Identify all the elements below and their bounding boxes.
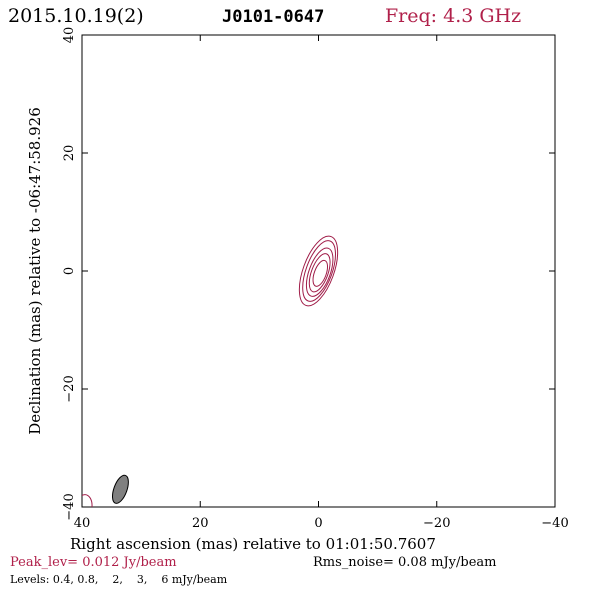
rms-noise: Rms_noise= 0.08 mJy/beam [313, 555, 496, 570]
y-tick-label: 40 [62, 27, 77, 44]
y-tick-label: −20 [62, 375, 77, 402]
y-tick-label: −40 [62, 493, 77, 520]
y-tick-labels: −40 −20 0 20 40 [62, 27, 77, 521]
x-tick-label: 0 [314, 516, 322, 531]
frequency-label: Freq: 4.3 GHz [385, 5, 521, 27]
beam-ellipse [111, 474, 129, 504]
plot-frame [81, 34, 556, 508]
source-name: J0101-0647 [222, 7, 324, 27]
x-tick-label: 40 [74, 516, 91, 531]
beam-group [111, 474, 129, 504]
x-tick-label: −40 [541, 516, 568, 531]
contour-0.8 [302, 240, 336, 302]
y-axis-label: Declination (mas) relative to -06:47:58.… [26, 107, 44, 435]
contour-6 [312, 259, 329, 287]
x-tick-label: −20 [423, 516, 450, 531]
contour-3 [308, 253, 331, 293]
x-tick-labels: 40 20 0 −20 −40 [74, 516, 569, 531]
contour-2 [305, 247, 334, 297]
contour-group [82, 235, 339, 507]
partial-contour [82, 494, 93, 507]
axis-ticks [81, 34, 556, 508]
observation-date: 2015.10.19(2) [8, 5, 144, 27]
peak-level: Peak_lev= 0.012 Jy/beam [10, 555, 177, 570]
y-tick-label: 20 [62, 145, 77, 162]
x-axis-label: Right ascension (mas) relative to 01:01:… [70, 535, 436, 553]
x-tick-label: 20 [192, 516, 209, 531]
contour-levels: Levels: 0.4, 0.8, 2, 3, 6 mJy/beam [10, 573, 228, 586]
contour-0.4 [298, 235, 339, 307]
y-tick-label: 0 [62, 267, 77, 275]
